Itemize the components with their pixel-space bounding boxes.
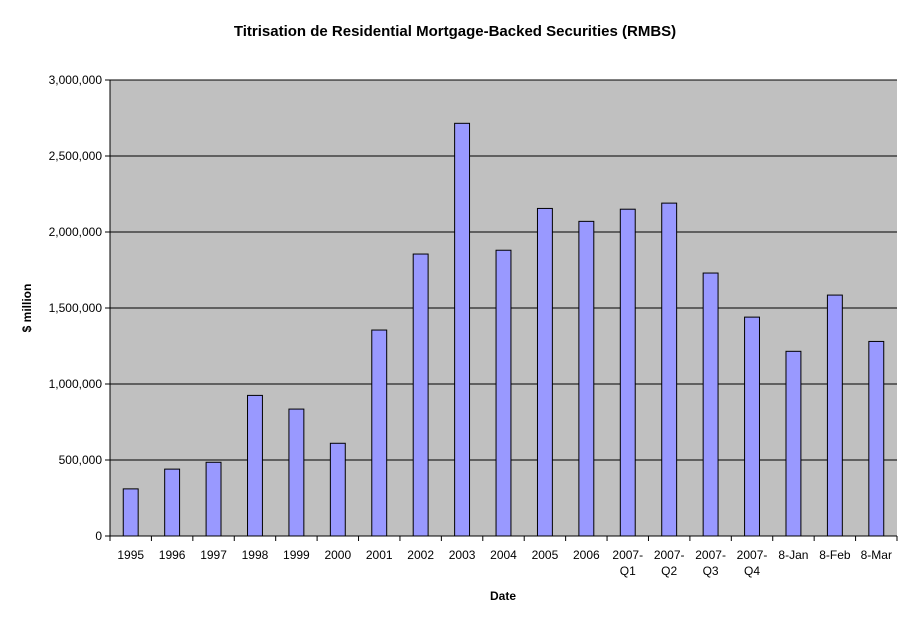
- bar: [329, 442, 346, 537]
- bar: [578, 220, 595, 537]
- bar: [412, 253, 429, 537]
- x-tick-label: 1996: [159, 548, 186, 562]
- bar: [619, 208, 636, 537]
- bar: [122, 488, 139, 537]
- x-tick-label: 2000: [324, 548, 351, 562]
- bar: [702, 272, 719, 537]
- bar: [785, 350, 802, 537]
- x-tick-label: 8-Jan: [778, 548, 808, 562]
- plot-area: 0 500,000 1,000,000 1,500,000 2,000,000 2,500…: [49, 73, 898, 578]
- x-tick-label: 2007-Q2: [654, 548, 685, 578]
- chart-title: Titrisation de Residential Mortgage-Back…: [234, 23, 676, 40]
- x-tick-label: 1999: [283, 548, 310, 562]
- bar: [868, 340, 885, 537]
- x-tick-label: 2002: [407, 548, 434, 562]
- y-tick-label: 0: [95, 529, 102, 543]
- x-tick-label: 2007-Q3: [695, 548, 726, 578]
- x-tick-label: 2007-Q4: [737, 548, 768, 578]
- bar: [205, 461, 222, 537]
- y-tick-label: 1,500,000: [49, 301, 103, 315]
- x-axis-title: Date: [490, 589, 516, 603]
- y-tick-label: 1,000,000: [49, 377, 103, 391]
- x-tick-label: 2001: [366, 548, 393, 562]
- x-tick-label: 2004: [490, 548, 517, 562]
- x-tick-label: 2005: [532, 548, 559, 562]
- x-tick-label: 2006: [573, 548, 600, 562]
- bar: [454, 122, 471, 537]
- bar: [495, 249, 512, 537]
- y-tick-label: 500,000: [59, 453, 103, 467]
- bar: [371, 329, 388, 537]
- bar: [744, 316, 760, 537]
- x-tick-label: 1997: [200, 548, 227, 562]
- x-tick-label: 8-Mar: [861, 548, 892, 562]
- x-tick-label: 1995: [117, 548, 144, 562]
- x-tick-label: 8-Feb: [819, 548, 851, 562]
- x-tick-label: 2007-Q1: [612, 548, 643, 578]
- bar: [288, 408, 305, 537]
- x-tick-label: 1998: [242, 548, 269, 562]
- bar: [661, 202, 678, 537]
- bar: [826, 294, 843, 537]
- bar: [247, 394, 263, 537]
- bar: [536, 207, 553, 537]
- y-axis-title: $ million: [20, 284, 34, 333]
- y-tick-label: 2,500,000: [49, 149, 103, 163]
- bar: [164, 468, 181, 537]
- y-tick-label: 2,000,000: [49, 225, 103, 239]
- y-tick-label: 3,000,000: [49, 73, 103, 87]
- x-tick-label: 2003: [449, 548, 476, 562]
